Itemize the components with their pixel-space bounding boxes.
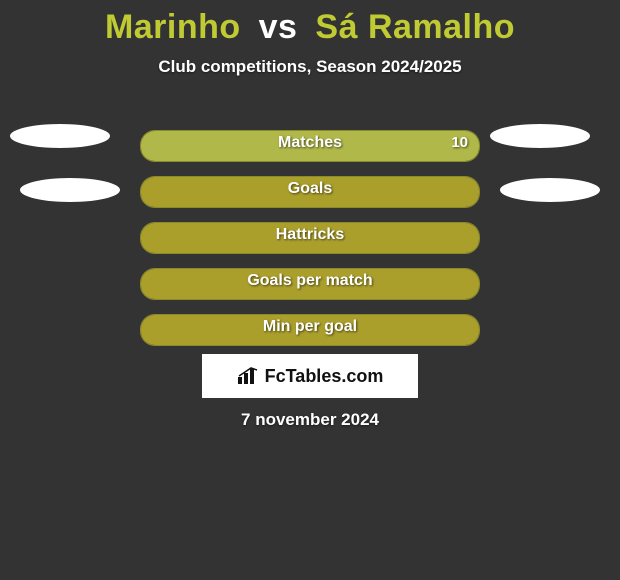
vs-label: vs xyxy=(259,8,298,46)
bars-icon xyxy=(237,367,259,385)
stat-label: Matches xyxy=(0,134,620,152)
title: Marinho vs Sá Ramalho xyxy=(0,0,620,47)
stat-row: Matches10 xyxy=(0,122,620,168)
stat-row: Goals xyxy=(0,168,620,214)
player1-name: Marinho xyxy=(105,8,241,46)
stat-label: Min per goal xyxy=(0,318,620,336)
stat-label: Goals per match xyxy=(0,272,620,290)
stat-label: Hattricks xyxy=(0,226,620,244)
stat-row: Goals per match xyxy=(0,260,620,306)
logo-text: FcTables.com xyxy=(265,366,384,387)
logo-inner: FcTables.com xyxy=(237,366,384,387)
snapshot-date: 7 november 2024 xyxy=(0,410,620,430)
stat-row: Min per goal xyxy=(0,306,620,352)
stat-value-right: 10 xyxy=(451,134,468,151)
player2-name: Sá Ramalho xyxy=(315,8,515,46)
stat-label: Goals xyxy=(0,180,620,198)
logo-badge: FcTables.com xyxy=(202,354,418,398)
comparison-card: Marinho vs Sá Ramalho Club competitions,… xyxy=(0,0,620,580)
subtitle: Club competitions, Season 2024/2025 xyxy=(0,57,620,77)
stat-row: Hattricks xyxy=(0,214,620,260)
stat-rows: Matches10 Goals Hattricks Goals per match Mi… xyxy=(0,122,620,352)
